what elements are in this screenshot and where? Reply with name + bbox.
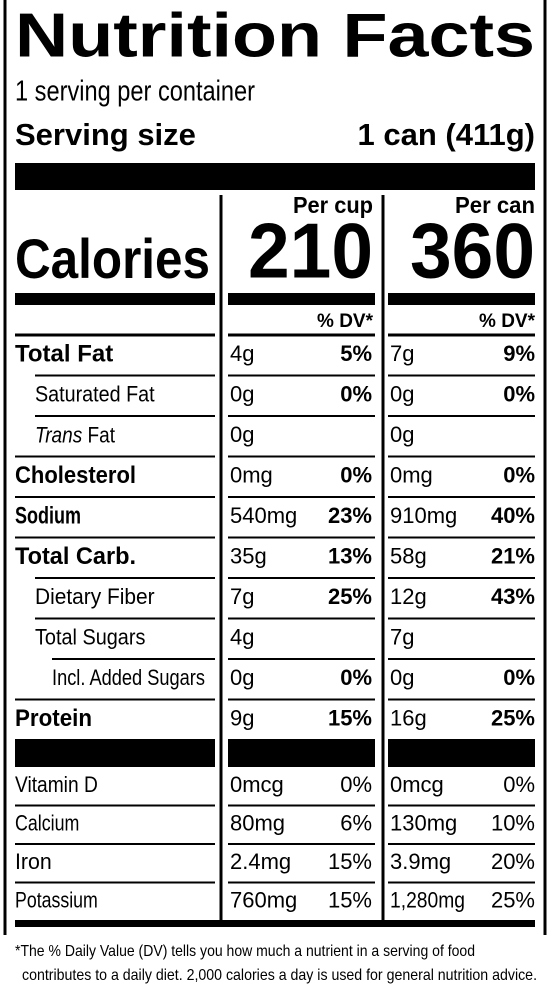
amount: 130mg	[390, 811, 457, 836]
dv-value: 0%	[503, 463, 535, 488]
nutrient-name: Cholesterol	[15, 462, 136, 489]
medium-bar	[388, 293, 535, 305]
dv-value: 10%	[491, 811, 535, 836]
dv-value: 0%	[340, 463, 372, 488]
dv-value: 9%	[503, 341, 535, 366]
dv-value: 5%	[340, 341, 372, 366]
nutrient-name: Fat	[88, 422, 115, 447]
amount: 4g	[230, 341, 254, 366]
amount: 0g	[390, 382, 414, 407]
column-header: Per can	[455, 192, 535, 218]
dv-value: 15%	[328, 849, 372, 874]
dv-value: 25%	[328, 584, 372, 609]
dv-value: 0%	[503, 382, 535, 407]
dv-value: 0%	[503, 665, 535, 690]
nutrient-name: Protein	[15, 705, 92, 732]
serving-size-value: 1 can (411g)	[358, 117, 535, 152]
dv-value: 0%	[340, 382, 372, 407]
vitamin-name: Calcium	[15, 811, 79, 836]
vitamin-name: Iron	[15, 849, 52, 874]
amount: 0g	[390, 422, 414, 447]
nutrient-name: Dietary Fiber	[35, 584, 155, 609]
dv-value: 13%	[328, 544, 372, 569]
amount: 760mg	[230, 888, 297, 913]
dv-value: 23%	[328, 503, 372, 528]
dv-value: 15%	[328, 706, 372, 731]
dv-value: 25%	[491, 706, 535, 731]
dv-value: 6%	[340, 811, 372, 836]
thick-bar	[228, 740, 375, 767]
nutrient-name: Sodium	[15, 503, 81, 530]
amount: 80mg	[230, 811, 285, 836]
nutrient-name-italic: Trans	[35, 422, 82, 447]
amount: 12g	[390, 584, 427, 609]
dv-value: 43%	[491, 584, 535, 609]
amount: 0g	[230, 665, 254, 690]
calories-label: Calories	[15, 227, 210, 290]
bottom-bar	[15, 920, 535, 927]
dv-value: 20%	[491, 849, 535, 874]
amount: 0mg	[390, 463, 433, 488]
calories-value: 360	[410, 207, 535, 295]
nutrient-name: Trans Fat	[35, 422, 115, 447]
serving-size-label: Serving size	[15, 117, 196, 152]
medium-bar	[15, 293, 215, 305]
amount: 0mg	[230, 463, 273, 488]
amount: 58g	[390, 544, 427, 569]
amount: 0g	[230, 382, 254, 407]
amount: 540mg	[230, 503, 297, 528]
nutrient-name: Total Carb.	[15, 543, 136, 570]
dv-value: 21%	[491, 544, 535, 569]
amount: 0g	[230, 422, 254, 447]
dv-value: 0%	[340, 665, 372, 690]
dv-value: 25%	[491, 888, 535, 913]
nutrient-name: Incl. Added Sugars	[52, 665, 205, 690]
thick-bar	[388, 740, 535, 767]
nutrient-name: Total Sugars	[35, 625, 145, 650]
nutrient-name: Saturated Fat	[35, 382, 155, 407]
vitamin-name: Potassium	[15, 888, 98, 913]
dv-value: 40%	[491, 503, 535, 528]
dv-value: 15%	[328, 888, 372, 913]
amount: 2.4mg	[230, 849, 291, 874]
amount: 7g	[230, 584, 254, 609]
dv-header: % DV*	[317, 311, 374, 332]
dv-value: 0%	[340, 772, 372, 797]
amount: 0g	[390, 665, 414, 690]
amount: 7g	[390, 341, 414, 366]
title: Nutrition Facts	[15, 1, 535, 70]
vitamin-name: Vitamin D	[15, 772, 98, 797]
amount: 4g	[230, 625, 254, 650]
nutrient-name: Total Fat	[15, 341, 113, 368]
medium-bar	[228, 293, 375, 305]
dv-header: % DV*	[479, 311, 536, 332]
amount: 0mcg	[390, 772, 444, 797]
amount: 3.9mg	[390, 849, 451, 874]
amount: 9g	[230, 706, 254, 731]
footnote: *The % Daily Value (DV) tells you how mu…	[15, 943, 475, 960]
dv-value: 0%	[503, 772, 535, 797]
footnote: contributes to a daily diet. 2,000 calor…	[22, 967, 537, 984]
amount: 7g	[390, 625, 414, 650]
amount: 16g	[390, 706, 427, 731]
servings: 1 serving per container	[15, 76, 255, 108]
amount: 910mg	[390, 503, 457, 528]
amount: 1,280mg	[390, 888, 465, 913]
thick-bar	[15, 163, 535, 190]
amount: 35g	[230, 544, 267, 569]
thick-bar	[15, 740, 215, 767]
column-header: Per cup	[293, 192, 373, 218]
amount: 0mcg	[230, 772, 284, 797]
calories-value: 210	[248, 207, 373, 295]
